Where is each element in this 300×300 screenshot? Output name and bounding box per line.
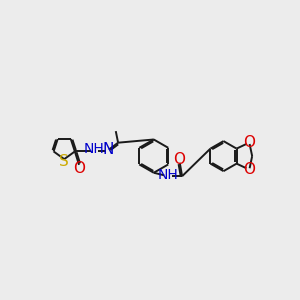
Text: O: O — [243, 135, 255, 150]
Text: O: O — [74, 160, 86, 175]
Text: NH: NH — [157, 168, 178, 182]
Text: N: N — [102, 142, 114, 157]
Text: NH: NH — [84, 142, 105, 156]
Text: O: O — [173, 152, 185, 167]
Text: S: S — [59, 154, 69, 169]
Text: O: O — [243, 162, 255, 177]
